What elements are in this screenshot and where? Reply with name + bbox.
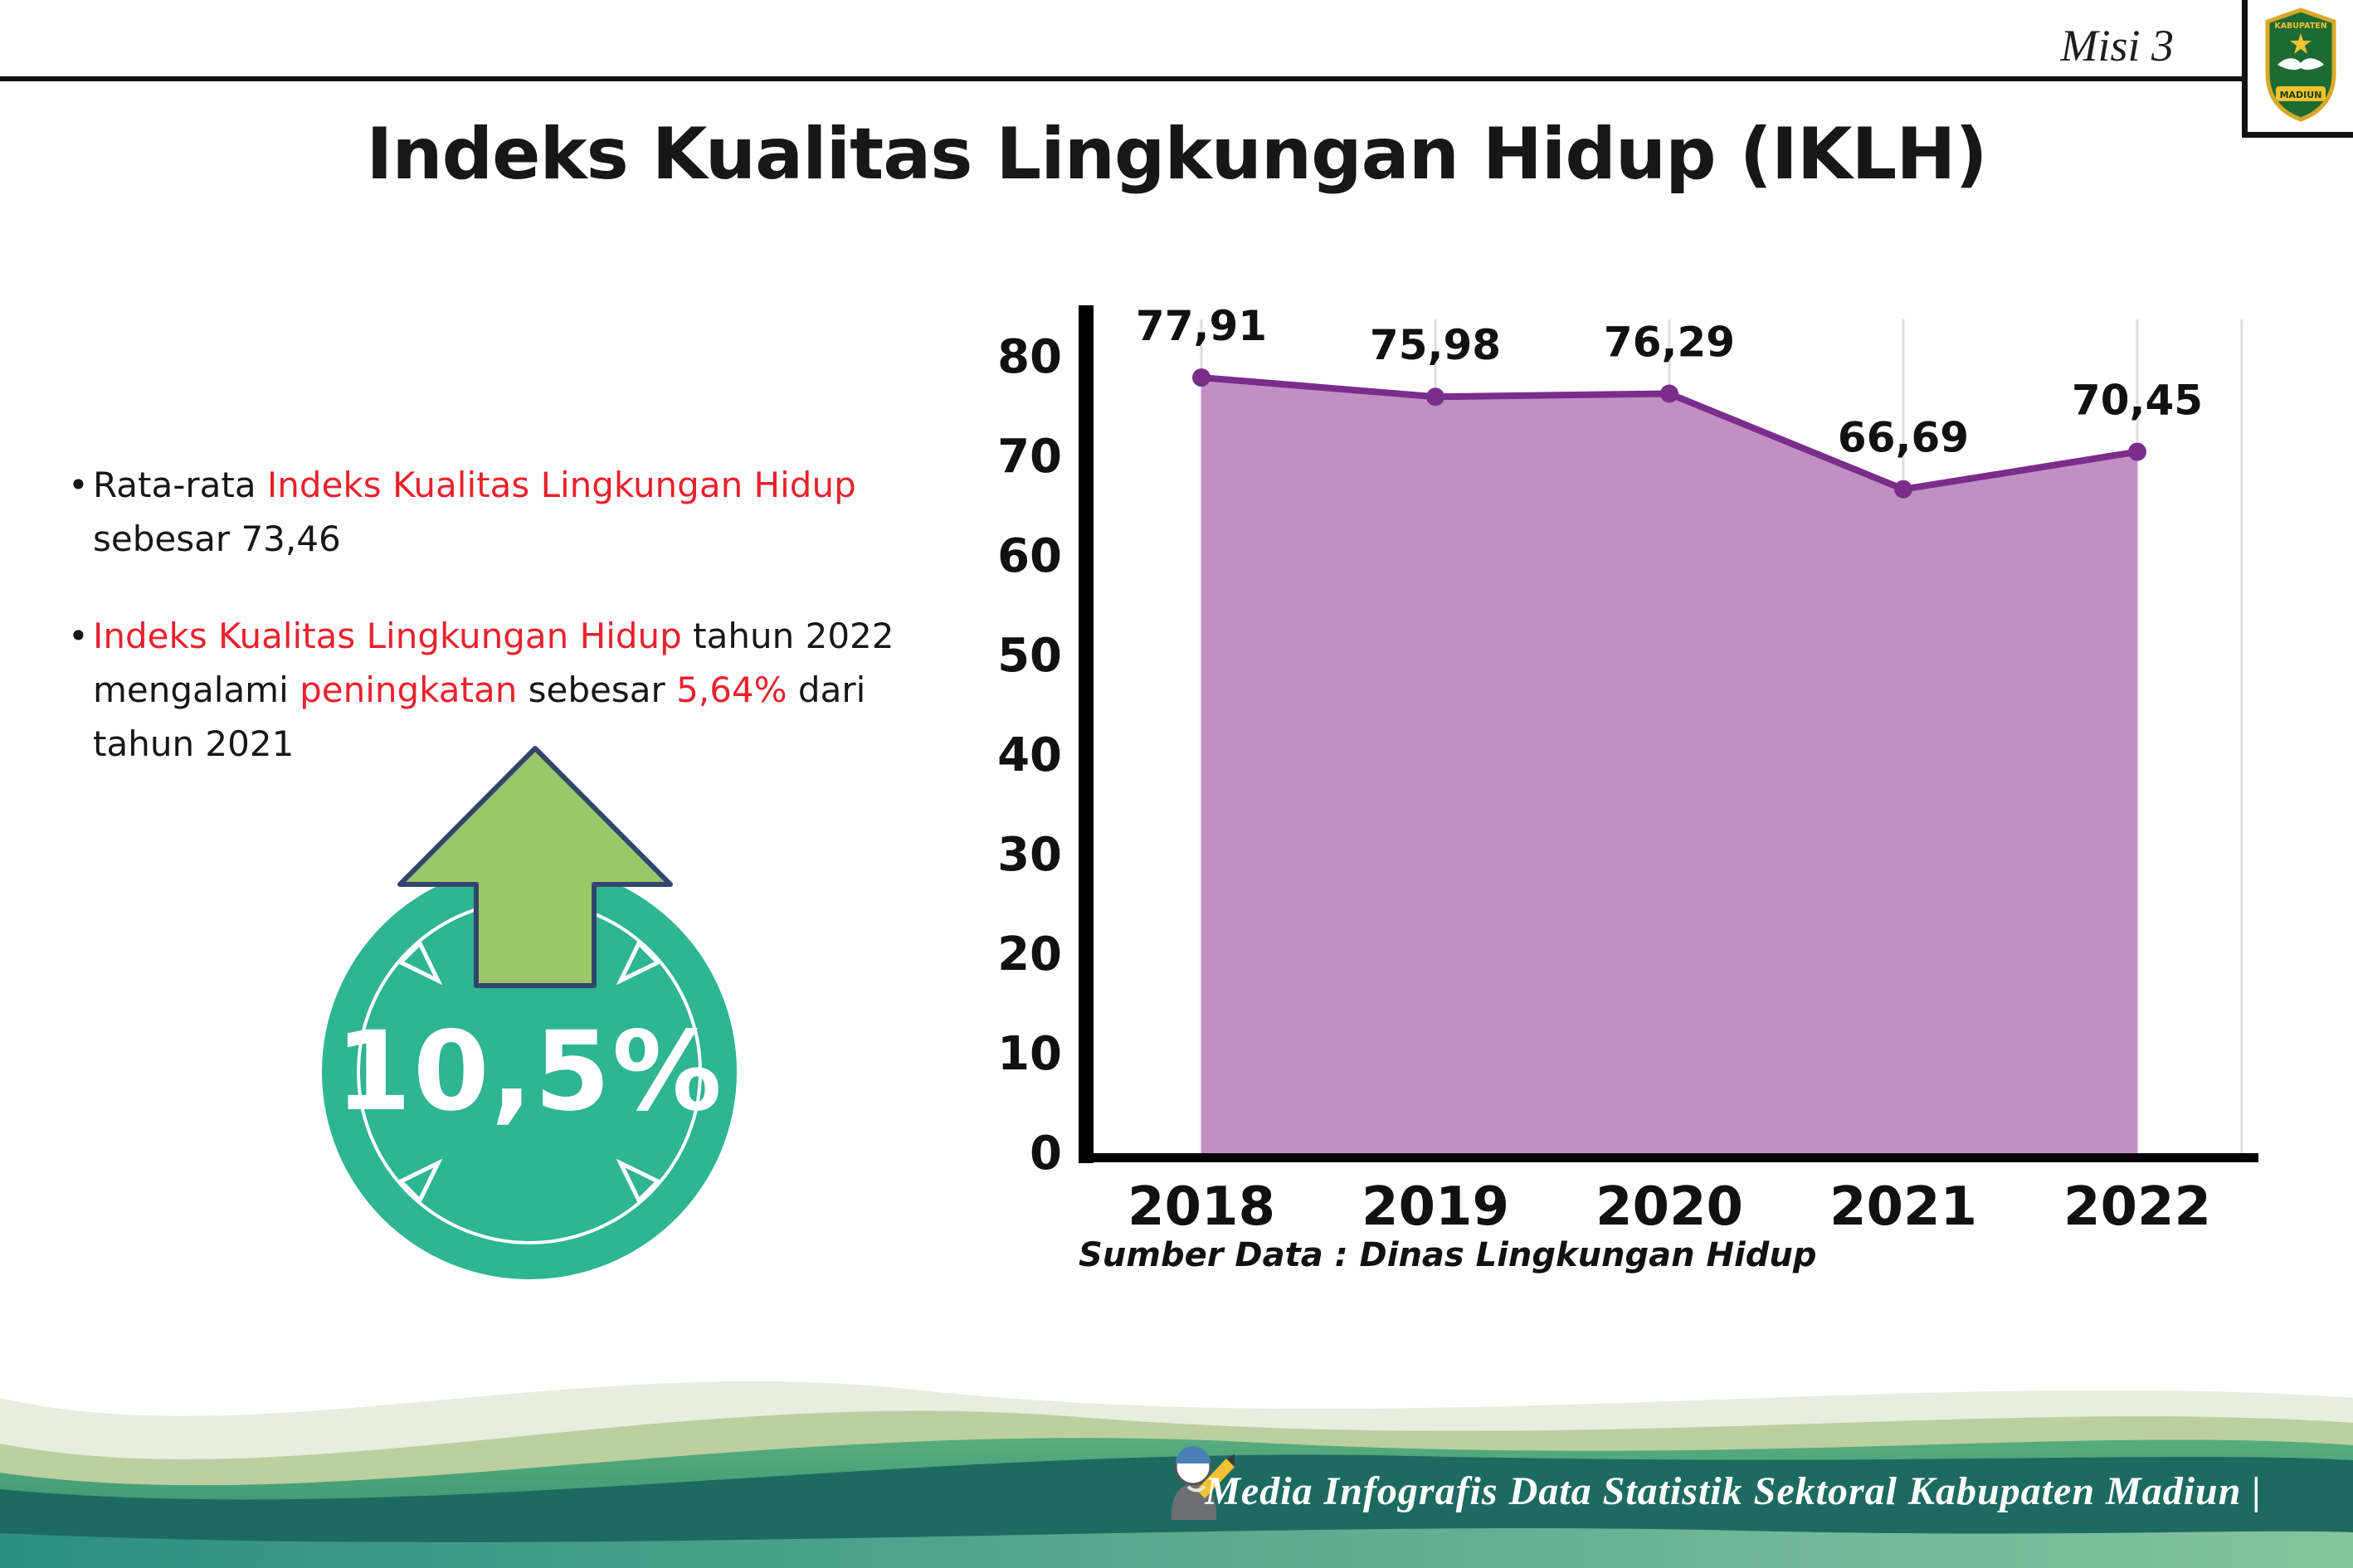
badge-tick-marks xyxy=(397,939,662,1205)
iklh-chart: 77,91 75,98 76,29 66,69 70,45 0 10 20 30 40 50 60 70… xyxy=(979,274,2290,1319)
data-label: 76,29 xyxy=(1604,319,1735,367)
y-tick-label: 70 xyxy=(997,430,1062,484)
x-tick-label: 2022 xyxy=(2063,1176,2211,1238)
y-tick-label: 0 xyxy=(1030,1127,1062,1181)
y-tick-label: 80 xyxy=(997,330,1062,384)
y-axis xyxy=(1079,305,1094,1163)
data-point xyxy=(1894,480,1912,499)
misi-label: Misi 3 xyxy=(2060,21,2174,71)
data-point xyxy=(1426,387,1444,407)
data-label: 75,98 xyxy=(1370,321,1501,369)
x-tick-label: 2018 xyxy=(1128,1176,1275,1238)
area-chart-canvas: 77,91 75,98 76,29 66,69 70,45 0 10 20 30 40 50 60 70… xyxy=(997,302,2258,1238)
data-point xyxy=(1660,384,1678,403)
header-rule xyxy=(0,76,2242,81)
data-point xyxy=(1192,368,1211,387)
crest-text-top: KABUPATEN xyxy=(2274,22,2326,31)
bullet2-text: tahun 2022 xyxy=(681,616,894,657)
mascot-icon xyxy=(1171,1446,1235,1520)
x-tick-label: 2019 xyxy=(1362,1176,1509,1238)
data-label: 66,69 xyxy=(1838,414,1969,462)
bullet-increase-2022: • Indeks Kualitas Lingkungan Hidup tahun… xyxy=(68,609,964,771)
page-title: Indeks Kualitas Lingkungan Hidup (IKLH) xyxy=(366,113,1987,196)
y-tick-label: 30 xyxy=(997,828,1062,882)
data-label: 77,91 xyxy=(1136,302,1267,350)
up-arrow-icon xyxy=(397,746,673,988)
bullet1-line2: sebesar 73,46 xyxy=(93,519,341,560)
data-point xyxy=(2128,442,2146,461)
x-axis xyxy=(1079,1153,2258,1162)
bullet2-highlight: Indeks Kualitas Lingkungan Hidup xyxy=(93,616,682,657)
y-tick-label: 20 xyxy=(997,928,1062,981)
bullet1-highlight: Indeks Kualitas Lingkungan Hidup xyxy=(266,465,856,505)
y-tick-label: 50 xyxy=(997,629,1062,683)
bullet2-percent: 5,64% xyxy=(676,670,787,711)
crest-text-bottom: MADIUN xyxy=(2279,90,2321,100)
kabupaten-madiun-logo: KABUPATEN MADIUN xyxy=(2242,0,2353,138)
increase-percentage: 10,5% xyxy=(335,1008,723,1136)
bullet1-text: Rata-rata xyxy=(93,465,267,505)
x-tick-label: 2020 xyxy=(1595,1176,1743,1238)
bullet-marker: • xyxy=(68,616,89,657)
x-tick-label: 2021 xyxy=(1829,1176,1977,1238)
footer-credit: Media Infografis Data Statistik Sektoral… xyxy=(1205,1469,2262,1513)
crest-icon: KABUPATEN MADIUN xyxy=(2265,7,2336,122)
bullet-average-iklh: • Rata-rata Indeks Kualitas Lingkungan H… xyxy=(68,458,964,566)
y-tick-label: 40 xyxy=(997,728,1062,782)
chart-source: Sumber Data : Dinas Lingkungan Hidup xyxy=(1079,1236,1817,1274)
key-points: • Rata-rata Indeks Kualitas Lingkungan H… xyxy=(68,458,964,814)
area-fill xyxy=(1201,377,2137,1153)
data-label: 70,45 xyxy=(2072,377,2203,425)
bullet-marker: • xyxy=(68,465,89,505)
bullet2-peningkatan: peningkatan xyxy=(300,670,518,711)
y-tick-label: 60 xyxy=(997,529,1062,583)
y-tick-label: 10 xyxy=(997,1027,1062,1081)
